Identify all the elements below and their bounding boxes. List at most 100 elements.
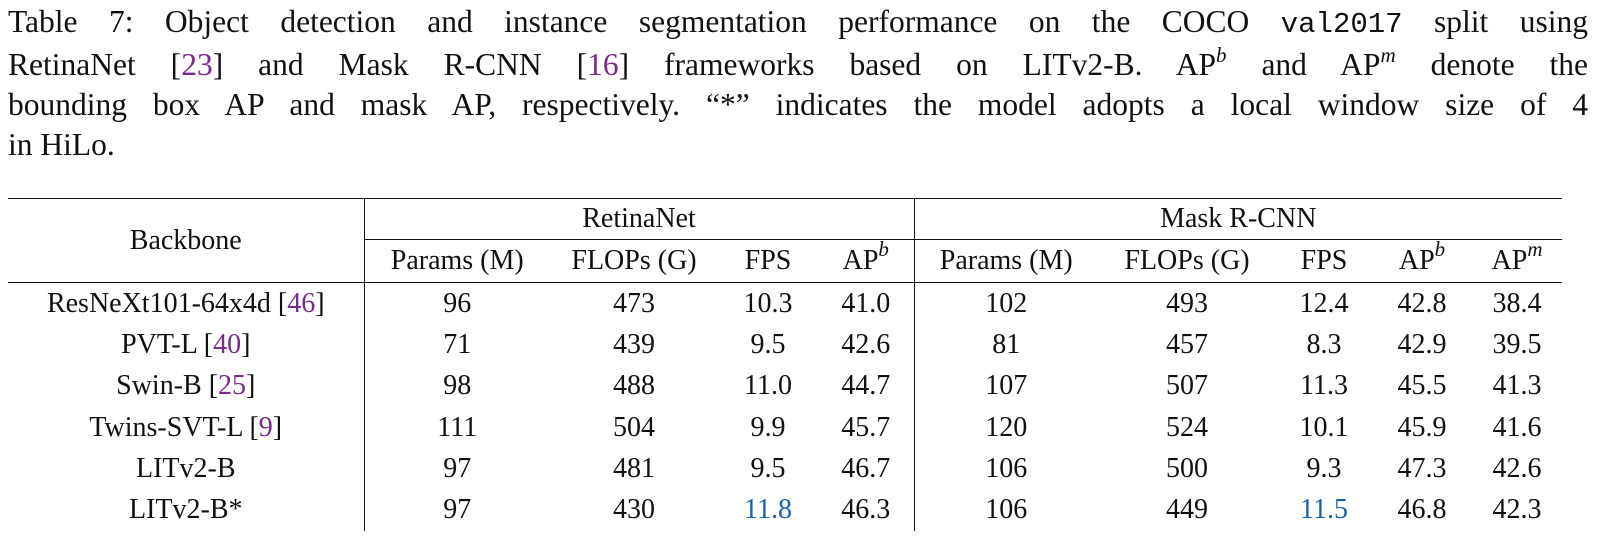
table-row: Twins-SVT-L [9] 111 504 9.9 45.7 120 524… bbox=[8, 406, 1562, 449]
retina-params-cell: 111 bbox=[363, 406, 550, 449]
mask-fps-cell: 12.4 bbox=[1299, 287, 1349, 319]
citation-link[interactable]: 9 bbox=[258, 411, 273, 443]
mask-apb-cell: 46.8 bbox=[1397, 494, 1447, 526]
ap-label: AP bbox=[1398, 245, 1435, 276]
mask-flops-cell: 507 bbox=[1166, 370, 1208, 402]
results-table: Backbone RetinaNet Mask R-CNN Params (M)… bbox=[8, 198, 1562, 531]
superscript: m bbox=[1527, 237, 1543, 261]
col-retina-fps: FPS bbox=[718, 239, 818, 283]
mask-params-cell: 106 bbox=[913, 448, 1098, 490]
mask-apb-cell: 47.3 bbox=[1397, 452, 1447, 484]
retina-fps-cell: 9.9 bbox=[750, 411, 786, 443]
superscript: b bbox=[1434, 237, 1446, 261]
backbone-header: Backbone bbox=[8, 198, 364, 283]
backbone-cell: ResNeXt101-64x4d [46] bbox=[8, 283, 364, 325]
superscript: m bbox=[1380, 43, 1396, 67]
backbone-name: Swin-B [ bbox=[116, 370, 219, 402]
retina-params-cell: 71 bbox=[363, 324, 550, 366]
mask-flops-cell: 493 bbox=[1166, 287, 1208, 319]
mask-params-cell: 102 bbox=[913, 282, 1098, 325]
retina-ap-cell: 44.7 bbox=[841, 370, 891, 402]
col-mask-apb: APb bbox=[1372, 237, 1472, 283]
col-retina-ap: APb bbox=[818, 239, 914, 283]
bracket: ] bbox=[241, 328, 251, 360]
ap-label: AP bbox=[842, 245, 879, 276]
mask-params-cell: 106 bbox=[913, 489, 1098, 531]
mask-apb-cell: 45.5 bbox=[1397, 370, 1447, 402]
backbone-name: Twins-SVT-L [ bbox=[89, 411, 259, 443]
backbone-cell: LITv2-B bbox=[135, 452, 236, 484]
retina-flops-cell: 439 bbox=[613, 328, 655, 360]
backbone-cell: Twins-SVT-L [9] bbox=[8, 407, 364, 448]
mask-apm-cell: 39.5 bbox=[1492, 328, 1542, 360]
retina-fps-cell: 9.5 bbox=[750, 328, 786, 360]
caption-line-1: Table 7: Object detection and instance s… bbox=[8, 2, 1588, 45]
ap-label: AP bbox=[1491, 245, 1528, 276]
retina-fps-cell: 11.8 bbox=[744, 494, 792, 526]
col-retina-flops: FLOPs (G) bbox=[550, 239, 718, 283]
mask-flops-cell: 500 bbox=[1166, 452, 1208, 484]
backbone-cell: PVT-L [40] bbox=[8, 324, 364, 365]
caption-text: denote the bbox=[1395, 47, 1589, 82]
mask-flops-cell: 449 bbox=[1166, 494, 1208, 526]
retina-params-cell: 96 bbox=[363, 282, 550, 325]
retinanet-group-header: RetinaNet bbox=[363, 198, 914, 240]
table-column-header: Params (M) FLOPs (G) FPS APb Params (M) … bbox=[8, 237, 1562, 283]
citation-link[interactable]: 16 bbox=[587, 47, 619, 82]
col-mask-fps: FPS bbox=[1276, 239, 1372, 283]
caption-line-4: in HiLo. bbox=[8, 127, 115, 162]
mask-fps-cell: 9.3 bbox=[1306, 452, 1342, 484]
caption-text: Table 7: Object detection and instance s… bbox=[8, 4, 1281, 39]
retina-ap-cell: 46.7 bbox=[841, 452, 891, 484]
table-caption: Table 7: Object detection and instance s… bbox=[8, 2, 1588, 165]
retina-flops-cell: 504 bbox=[613, 411, 655, 443]
retina-ap-cell: 45.7 bbox=[841, 411, 891, 443]
citation-link[interactable]: 23 bbox=[181, 47, 213, 82]
mask-params-cell: 81 bbox=[913, 324, 1098, 366]
mask-fps-cell: 11.3 bbox=[1300, 370, 1348, 402]
mask-params-cell: 107 bbox=[913, 365, 1098, 407]
citation-link[interactable]: 46 bbox=[287, 287, 316, 319]
backbone-cell: LITv2-B* bbox=[128, 494, 243, 526]
caption-text: ] and Mask R-CNN [ bbox=[212, 47, 588, 82]
table-group-header: Backbone RetinaNet Mask R-CNN bbox=[8, 198, 1562, 283]
citation-link[interactable]: 25 bbox=[218, 370, 247, 402]
caption-text: ] frameworks based on LITv2-B. AP bbox=[618, 47, 1216, 82]
caption-line-3: bounding box AP and mask AP, respectivel… bbox=[8, 87, 1588, 122]
retina-params-cell: 98 bbox=[363, 365, 550, 407]
table-row: Swin-B [25] 98 488 11.0 44.7 107 507 11.… bbox=[8, 365, 1562, 407]
maskrcnn-group-header: Mask R-CNN bbox=[913, 198, 1562, 240]
mask-params-cell: 120 bbox=[913, 406, 1098, 449]
caption-code: val2017 bbox=[1280, 8, 1403, 41]
mask-flops-cell: 524 bbox=[1166, 411, 1208, 443]
mask-fps-cell: 8.3 bbox=[1306, 328, 1342, 360]
mask-apm-cell: 42.3 bbox=[1492, 494, 1542, 526]
retina-ap-cell: 41.0 bbox=[841, 287, 891, 319]
mask-apb-cell: 42.8 bbox=[1397, 287, 1447, 319]
mask-fps-cell: 10.1 bbox=[1299, 411, 1349, 443]
retina-params-cell: 97 bbox=[363, 489, 550, 531]
col-mask-flops: FLOPs (G) bbox=[1098, 239, 1276, 283]
mask-apm-cell: 42.6 bbox=[1492, 452, 1542, 484]
table-row: LITv2-B* 97 430 11.8 46.3 106 449 11.5 4… bbox=[8, 489, 1562, 531]
bracket: ] bbox=[246, 370, 256, 402]
citation-link[interactable]: 40 bbox=[213, 328, 242, 360]
mask-apb-cell: 45.9 bbox=[1397, 411, 1447, 443]
retina-flops-cell: 473 bbox=[613, 287, 655, 319]
retina-fps-cell: 9.5 bbox=[750, 452, 786, 484]
mask-apm-cell: 41.6 bbox=[1492, 411, 1542, 443]
retina-fps-cell: 11.0 bbox=[744, 370, 792, 402]
col-mask-apm: APm bbox=[1472, 237, 1562, 283]
bracket: ] bbox=[315, 287, 325, 319]
backbone-cell: Swin-B [25] bbox=[8, 366, 364, 407]
table-row: PVT-L [40] 71 439 9.5 42.6 81 457 8.3 42… bbox=[8, 324, 1562, 366]
mask-apm-cell: 38.4 bbox=[1492, 287, 1542, 319]
mask-apb-cell: 42.9 bbox=[1397, 328, 1447, 360]
superscript: b bbox=[1215, 43, 1227, 67]
table-row: ResNeXt101-64x4d [46] 96 473 10.3 41.0 1… bbox=[8, 282, 1562, 325]
caption-text: split using bbox=[1402, 4, 1588, 39]
table-row: LITv2-B 97 481 9.5 46.7 106 500 9.3 47.3… bbox=[8, 448, 1562, 490]
caption-text: RetinaNet [ bbox=[8, 47, 182, 82]
retina-flops-cell: 488 bbox=[613, 370, 655, 402]
